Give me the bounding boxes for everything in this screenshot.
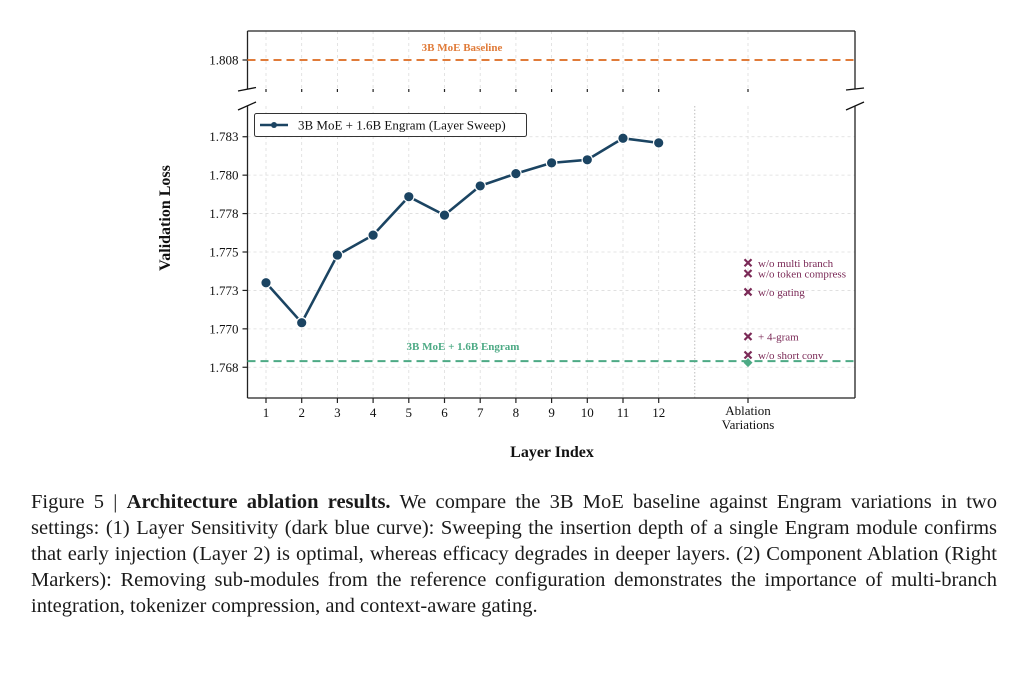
y-axis-title: Validation Loss (157, 165, 174, 271)
engram-annotation: 3B MoE + 1.6B Engram (407, 341, 520, 353)
x-tick-label: 7 (477, 405, 484, 420)
x-tick-label: 2 (298, 405, 305, 420)
x-tick-label: 11 (617, 405, 630, 420)
ablation-tick-label: Variations (722, 417, 775, 432)
caption-body: We compare the 3B MoE baseline against E… (31, 491, 997, 617)
x-marker (743, 258, 753, 268)
top-panel: 1.808 3B MoE Baseline (209, 30, 865, 111)
top-grid (265, 31, 749, 89)
x-tick-label: 4 (370, 405, 377, 420)
axis-break-mark (845, 87, 865, 91)
y-tick-label: 1.770 (209, 321, 238, 336)
layer-sweep-points (260, 132, 665, 329)
x-marker (743, 332, 753, 341)
reference-diamond-marker (743, 358, 753, 368)
x-tick-label: 8 (513, 405, 520, 420)
x-marker (743, 269, 753, 278)
x-tick-label: 6 (441, 405, 448, 420)
y-tick-label: 1.780 (209, 168, 238, 183)
top-xticks (265, 89, 749, 92)
y-tick-label: 1.773 (209, 283, 238, 298)
data-point (260, 276, 272, 289)
ablation-label: w/o token compress (758, 269, 846, 281)
legend-marker-swatch (271, 122, 277, 128)
ablation-point: w/o gating (743, 287, 805, 299)
ablation-tick-label: Ablation (725, 403, 771, 418)
caption-prefix: Figure 5 | (31, 491, 127, 513)
y-tick-label: 1.768 (209, 360, 238, 375)
y-tick-label: 1.775 (209, 245, 238, 260)
x-tick-label: 5 (406, 405, 413, 420)
axis-break-mark (237, 86, 257, 92)
x-tick-label: 1 (263, 405, 270, 420)
y-tick-label: 1.808 (209, 53, 238, 68)
legend: 3B MoE + 1.6B Engram (Layer Sweep) (254, 113, 527, 137)
y-tick-label: 1.778 (209, 206, 238, 221)
x-tick-label: 12 (652, 405, 665, 420)
legend-box (254, 113, 527, 137)
ablation-label: + 4-gram (758, 332, 799, 344)
y-ticks: 1.768 1.770 1.773 1.775 1.778 1.780 1.783 (209, 129, 248, 375)
x-marker (743, 350, 753, 360)
x-tick-label: 9 (548, 405, 555, 420)
data-point (295, 316, 308, 329)
data-point (402, 190, 415, 203)
legend-label: 3B MoE + 1.6B Engram (Layer Sweep) (298, 118, 506, 133)
x-axis-title: Layer Index (510, 444, 594, 461)
y-tick-label: 1.783 (209, 129, 238, 144)
x-marker (743, 287, 753, 297)
data-point (367, 229, 379, 241)
ablation-label: w/o short conv (758, 350, 824, 362)
ablation-point: w/o multi branch (743, 258, 834, 270)
ablation-label: w/o gating (758, 287, 805, 299)
caption-title: Architecture ablation results. (126, 491, 391, 513)
x-tick-label: 10 (581, 405, 594, 420)
ablation-point: w/o token compress (743, 269, 846, 281)
data-point (474, 180, 486, 192)
top-yticks: 1.808 (209, 53, 248, 68)
data-point (581, 153, 594, 166)
baseline-annotation: 3B MoE Baseline (422, 42, 503, 54)
ablation-chart: 1.808 3B MoE Baseline 1.7681.7701.7731.7… (157, 30, 865, 461)
data-point (438, 209, 451, 221)
ablation-label: w/o multi branch (758, 258, 834, 270)
grid (247, 106, 855, 398)
data-point (510, 167, 522, 180)
data-point (617, 132, 629, 145)
x-tick-label: 3 (334, 405, 341, 420)
data-point (652, 137, 665, 149)
layer-sweep-line (265, 136, 659, 324)
ablation-point: + 4-gram (743, 332, 799, 344)
data-point (545, 157, 558, 169)
ablation-point: w/o short conv (743, 350, 824, 362)
data-point (331, 249, 344, 261)
figure-caption: Figure 5 | Architecture ablation results… (31, 489, 997, 619)
